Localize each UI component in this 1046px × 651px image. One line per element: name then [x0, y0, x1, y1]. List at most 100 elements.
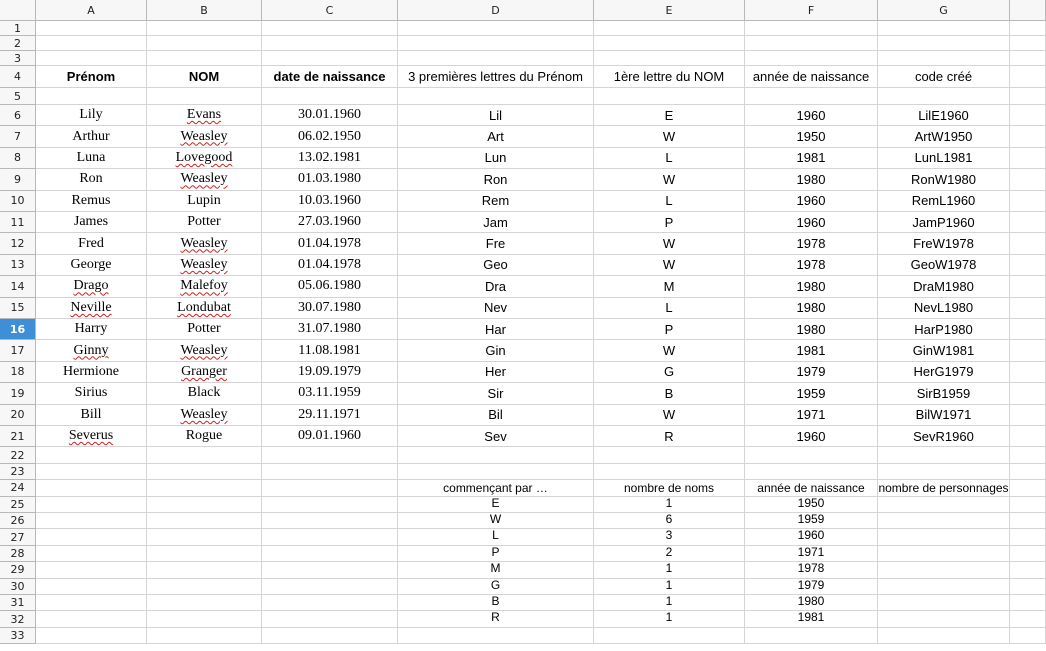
data-cell[interactable]: E — [594, 105, 745, 127]
cell[interactable] — [398, 627, 594, 645]
cell[interactable] — [745, 51, 878, 66]
data-cell[interactable]: 01.03.1980 — [262, 169, 398, 191]
summary-cell[interactable]: 1971 — [745, 545, 878, 563]
cell[interactable] — [745, 463, 878, 481]
summary-cell[interactable]: 1950 — [745, 496, 878, 513]
data-cell[interactable]: L — [594, 190, 745, 212]
column-header[interactable] — [1010, 0, 1046, 21]
cell[interactable] — [594, 21, 745, 36]
cell[interactable] — [745, 627, 878, 645]
data-cell[interactable]: Weasley — [147, 404, 262, 426]
cell[interactable] — [1010, 297, 1046, 319]
column-header[interactable]: G — [878, 0, 1010, 21]
cell[interactable] — [262, 480, 398, 497]
cell[interactable] — [262, 21, 398, 36]
data-cell[interactable]: Art — [398, 126, 594, 148]
data-cell[interactable]: Severus — [36, 426, 147, 448]
cell[interactable] — [1010, 480, 1046, 497]
data-cell[interactable]: W — [594, 254, 745, 277]
column-header[interactable]: C — [262, 0, 398, 21]
data-cell[interactable]: Remus — [36, 190, 147, 212]
data-cell[interactable]: Harry — [36, 319, 147, 341]
cell[interactable] — [147, 529, 262, 546]
cell[interactable] — [36, 595, 147, 612]
cell[interactable] — [878, 36, 1010, 51]
cell[interactable] — [594, 88, 745, 105]
data-cell[interactable]: Weasley — [147, 126, 262, 148]
row-header[interactable]: 16 — [0, 319, 36, 341]
cell[interactable] — [878, 529, 1010, 546]
data-cell[interactable]: Gin — [398, 340, 594, 362]
data-cell[interactable]: W — [594, 126, 745, 148]
data-cell[interactable]: L — [594, 297, 745, 319]
cell[interactable] — [147, 21, 262, 36]
cell[interactable] — [1010, 233, 1046, 255]
row-header[interactable]: 1 — [0, 21, 36, 36]
cell[interactable] — [1010, 276, 1046, 298]
cell[interactable] — [147, 36, 262, 51]
cell[interactable] — [1010, 147, 1046, 170]
column-header[interactable]: A — [36, 0, 147, 21]
cell[interactable] — [398, 36, 594, 51]
row-header[interactable]: 18 — [0, 361, 36, 384]
cell[interactable] — [398, 51, 594, 66]
data-cell[interactable]: L — [594, 147, 745, 170]
summary-cell[interactable]: 1980 — [745, 595, 878, 612]
cell[interactable] — [36, 513, 147, 530]
data-cell[interactable]: Weasley — [147, 169, 262, 191]
summary-cell[interactable]: 2 — [594, 545, 745, 563]
row-header[interactable]: 4 — [0, 66, 36, 88]
cell[interactable] — [36, 480, 147, 497]
cell[interactable] — [878, 595, 1010, 612]
cell[interactable] — [147, 595, 262, 612]
cell[interactable] — [36, 88, 147, 105]
row-header[interactable]: 23 — [0, 463, 36, 481]
row-header[interactable]: 25 — [0, 496, 36, 513]
row-header[interactable]: 22 — [0, 447, 36, 464]
summary-cell[interactable]: B — [398, 595, 594, 612]
row-header[interactable]: 3 — [0, 51, 36, 66]
data-cell[interactable]: Lovegood — [147, 147, 262, 170]
cell[interactable] — [262, 36, 398, 51]
cell[interactable] — [1010, 361, 1046, 384]
summary-header[interactable]: nombre de personnages — [878, 480, 1010, 497]
data-cell[interactable]: Granger — [147, 361, 262, 384]
cell[interactable] — [36, 562, 147, 579]
summary-header[interactable]: nombre de noms — [594, 480, 745, 497]
cell[interactable] — [262, 496, 398, 513]
column-header[interactable]: E — [594, 0, 745, 21]
cell[interactable] — [262, 529, 398, 546]
data-cell[interactable]: 1978 — [745, 233, 878, 255]
row-header[interactable]: 2 — [0, 36, 36, 51]
cell[interactable] — [745, 21, 878, 36]
cell[interactable] — [878, 513, 1010, 530]
row-header[interactable]: 14 — [0, 276, 36, 298]
data-cell[interactable]: Ginny — [36, 340, 147, 362]
cell[interactable] — [1010, 578, 1046, 595]
cell[interactable] — [878, 578, 1010, 595]
column-header[interactable]: B — [147, 0, 262, 21]
cell[interactable] — [1010, 36, 1046, 51]
data-cell[interactable]: W — [594, 404, 745, 426]
cell[interactable] — [36, 496, 147, 513]
cell[interactable] — [878, 562, 1010, 579]
row-header[interactable]: 10 — [0, 190, 36, 212]
cell[interactable] — [262, 611, 398, 628]
summary-cell[interactable]: 1 — [594, 595, 745, 612]
data-cell[interactable]: Weasley — [147, 340, 262, 362]
row-header[interactable]: 6 — [0, 105, 36, 127]
data-cell[interactable]: 13.02.1981 — [262, 147, 398, 170]
cell[interactable] — [398, 463, 594, 481]
cell[interactable] — [262, 595, 398, 612]
cell[interactable] — [1010, 126, 1046, 148]
row-header[interactable]: 26 — [0, 513, 36, 530]
row-header[interactable]: 5 — [0, 88, 36, 105]
cell[interactable] — [1010, 545, 1046, 563]
row-header[interactable]: 24 — [0, 480, 36, 497]
cell[interactable] — [1010, 212, 1046, 234]
cell[interactable] — [262, 88, 398, 105]
data-cell[interactable]: 11.08.1981 — [262, 340, 398, 362]
cell[interactable] — [147, 545, 262, 563]
data-cell[interactable]: 1980 — [745, 169, 878, 191]
data-cell[interactable]: 30.01.1960 — [262, 105, 398, 127]
